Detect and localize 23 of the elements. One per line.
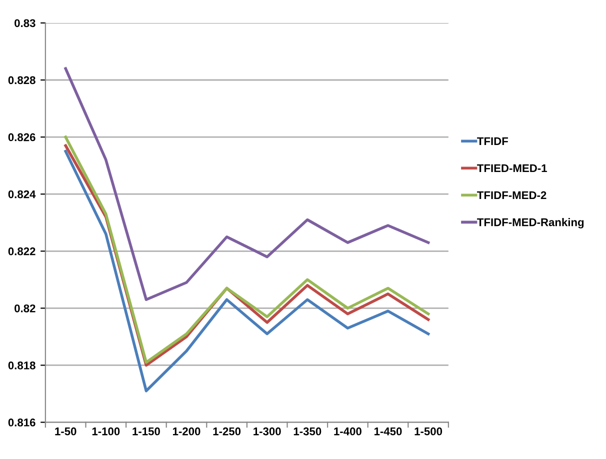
- y-tick-label: 0.818: [8, 362, 36, 370]
- x-tick-label: 1-450: [374, 427, 402, 436]
- legend-label: TFIDF: [477, 137, 508, 145]
- x-tick-label: 1-200: [172, 427, 200, 436]
- x-tick-label: 1-500: [414, 427, 442, 436]
- y-tick-label: 0.826: [8, 133, 36, 142]
- x-tick-label: 1-300: [254, 427, 281, 436]
- x-tick-label: 1-100: [92, 427, 120, 436]
- x-tick-label: 1-250: [213, 427, 241, 436]
- y-tick-label: 0.824: [8, 190, 36, 198]
- x-tick-label: 1-400: [334, 427, 362, 436]
- legend-label: TFIDF-MED-2: [477, 191, 546, 200]
- y-tick-label: 0.816: [8, 418, 36, 426]
- y-tick-label: 0.83: [14, 19, 36, 28]
- legend-label: TFIED-MED-1: [477, 164, 547, 172]
- legend-label: TFIDF-MED-Ranking: [477, 218, 584, 228]
- x-tick-label: 1-350: [294, 427, 322, 436]
- x-tick-label: 1-50: [55, 427, 76, 436]
- x-tick-label: 1-150: [132, 427, 160, 436]
- y-tick-label: 0.822: [8, 247, 36, 256]
- y-tick-label: 0.82: [14, 304, 36, 312]
- y-tick-label: 0.828: [8, 76, 36, 84]
- line-series: [64, 67, 430, 302]
